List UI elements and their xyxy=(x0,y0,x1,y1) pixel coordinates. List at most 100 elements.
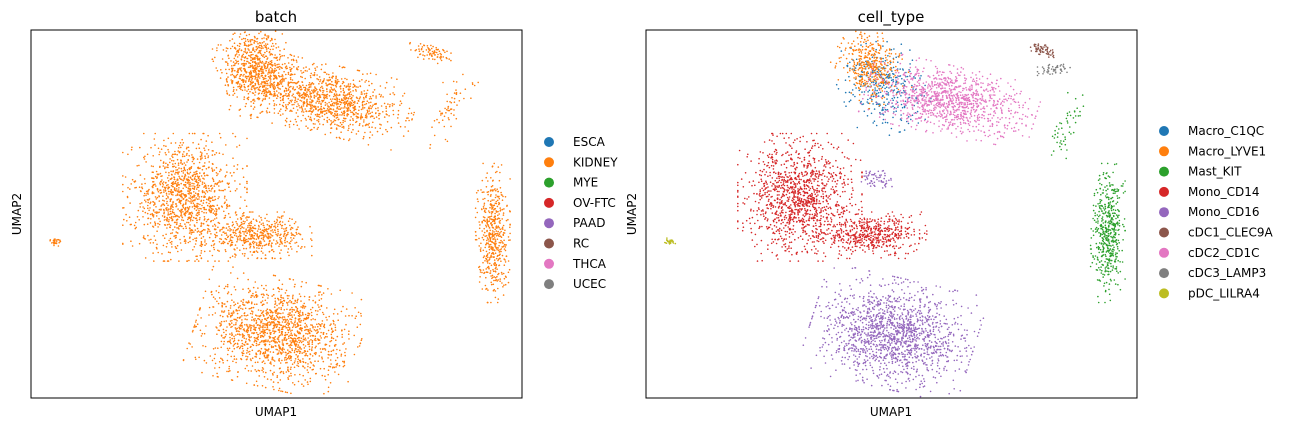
scatter-point xyxy=(356,102,359,104)
scatter-point xyxy=(361,338,363,340)
scatter-point xyxy=(330,122,333,125)
scatter-point xyxy=(321,93,324,96)
scatter-point xyxy=(273,294,275,296)
scatter-point xyxy=(182,359,185,362)
scatter-point xyxy=(319,348,322,350)
scatter-point xyxy=(352,124,354,126)
scatter-point xyxy=(320,337,323,339)
scatter-point xyxy=(193,246,196,248)
scatter-point xyxy=(335,86,338,88)
scatter-point xyxy=(174,189,177,192)
scatter-point xyxy=(392,109,395,112)
scatter-point xyxy=(261,369,263,372)
scatter-point xyxy=(335,84,337,87)
scatter-point xyxy=(343,138,345,141)
scatter-point xyxy=(163,200,165,202)
scatter-point xyxy=(274,62,276,65)
scatter-point xyxy=(204,241,206,243)
scatter-point xyxy=(265,110,268,112)
scatter-point xyxy=(213,357,216,360)
scatter-point xyxy=(206,191,209,193)
scatter-point xyxy=(124,176,127,178)
scatter-point xyxy=(247,351,249,353)
scatter-point xyxy=(360,91,363,93)
scatter-point xyxy=(235,361,237,364)
scatter-point xyxy=(319,308,321,311)
scatter-point xyxy=(259,52,262,55)
scatter-point xyxy=(144,182,146,185)
scatter-point xyxy=(362,100,364,103)
scatter-point xyxy=(200,230,203,233)
scatter-point xyxy=(162,184,164,186)
scatter-point xyxy=(255,242,258,244)
scatter-point xyxy=(195,197,197,199)
scatter-point xyxy=(221,71,223,74)
scatter-point xyxy=(298,352,301,355)
scatter-point xyxy=(209,204,212,207)
scatter-point xyxy=(234,54,237,56)
scatter-point xyxy=(179,238,181,241)
scatter-point xyxy=(332,84,335,87)
scatter-point xyxy=(176,169,179,171)
scatter-point xyxy=(178,175,180,178)
scatter-point xyxy=(237,50,239,53)
scatter-point xyxy=(339,88,342,90)
scatter-point xyxy=(180,213,183,215)
scatter-point xyxy=(288,86,291,88)
scatter-point xyxy=(226,81,228,83)
scatter-point xyxy=(196,173,198,175)
scatter-point xyxy=(372,94,374,97)
scatter-point xyxy=(370,101,372,104)
scatter-point xyxy=(335,110,337,113)
scatter-point xyxy=(293,96,295,98)
scatter-point xyxy=(290,351,292,354)
scatter-point xyxy=(337,124,340,127)
scatter-point xyxy=(348,138,351,140)
scatter-point xyxy=(311,63,314,66)
scatter-point xyxy=(350,102,353,104)
scatter-point xyxy=(167,212,170,214)
scatter-point xyxy=(333,105,335,107)
scatter-point xyxy=(233,171,235,174)
scatter-point xyxy=(359,323,362,326)
scatter-point xyxy=(286,108,288,110)
scatter-point xyxy=(294,358,297,360)
scatter-point xyxy=(243,62,246,65)
scatter-point xyxy=(300,120,303,122)
scatter-point xyxy=(263,37,265,39)
scatter-point xyxy=(229,333,231,335)
scatter-point xyxy=(326,307,328,309)
scatter-point xyxy=(302,343,305,346)
scatter-point xyxy=(299,332,302,335)
scatter-point xyxy=(384,87,387,89)
scatter-point xyxy=(201,371,203,374)
scatter-point xyxy=(231,73,234,76)
scatter-point xyxy=(388,115,390,117)
scatter-point xyxy=(180,178,183,181)
scatter-point xyxy=(188,173,190,175)
scatter-point xyxy=(349,119,352,121)
scatter-point xyxy=(160,148,163,150)
scatter-point xyxy=(232,232,235,234)
scatter-point xyxy=(254,82,257,85)
scatter-point xyxy=(167,204,169,207)
scatter-point xyxy=(330,328,333,330)
scatter-point xyxy=(136,216,139,218)
scatter-point xyxy=(307,88,309,90)
scatter-point xyxy=(204,162,206,164)
scatter-point xyxy=(269,62,272,65)
scatter-point xyxy=(354,307,356,309)
scatter-point xyxy=(294,347,297,350)
scatter-point xyxy=(240,63,243,65)
scatter-point xyxy=(292,123,295,126)
scatter-point xyxy=(367,107,370,110)
scatter-point xyxy=(310,101,313,104)
scatter-point xyxy=(337,94,339,97)
scatter-point xyxy=(270,236,272,238)
scatter-point xyxy=(245,315,247,317)
scatter-point xyxy=(218,132,221,135)
scatter-point xyxy=(278,279,281,282)
scatter-point xyxy=(283,316,286,318)
scatter-point xyxy=(206,174,208,176)
scatter-point xyxy=(244,186,246,189)
